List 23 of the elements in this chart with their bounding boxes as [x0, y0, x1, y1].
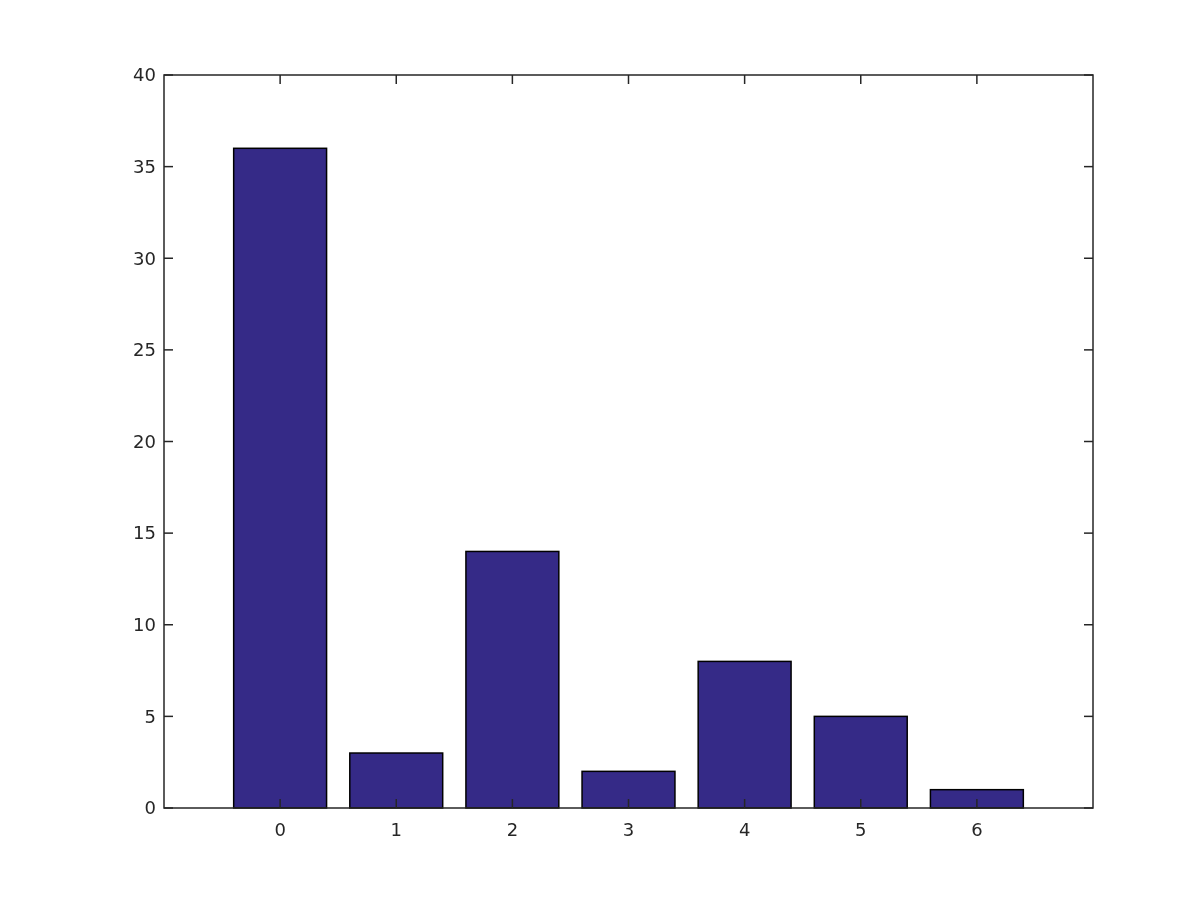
- y-tick-label: 0: [144, 797, 156, 819]
- y-tick-label: 30: [133, 247, 156, 269]
- x-tick-label: 3: [622, 819, 635, 840]
- y-tick-label: 35: [133, 155, 156, 177]
- x-tick-label: 1: [390, 819, 402, 840]
- bar: [349, 752, 444, 809]
- bar: [697, 660, 792, 809]
- x-tick-label: 0: [274, 819, 286, 840]
- y-tick-label: 5: [144, 705, 156, 727]
- bar: [813, 715, 908, 809]
- bar: [929, 788, 1025, 809]
- x-tick-label: 2: [506, 819, 519, 840]
- y-tick-label: 20: [133, 430, 156, 452]
- x-tick-label: 4: [738, 819, 751, 840]
- y-tick-label: 10: [133, 614, 156, 636]
- bar: [581, 770, 676, 809]
- x-tick-label: 6: [971, 819, 983, 840]
- bar: [465, 550, 560, 809]
- x-tick-label: 5: [855, 819, 867, 840]
- y-tick-label: 40: [133, 64, 156, 86]
- y-tick-label: 15: [133, 522, 156, 544]
- y-tick-label: 25: [133, 339, 156, 361]
- bar: [232, 147, 328, 809]
